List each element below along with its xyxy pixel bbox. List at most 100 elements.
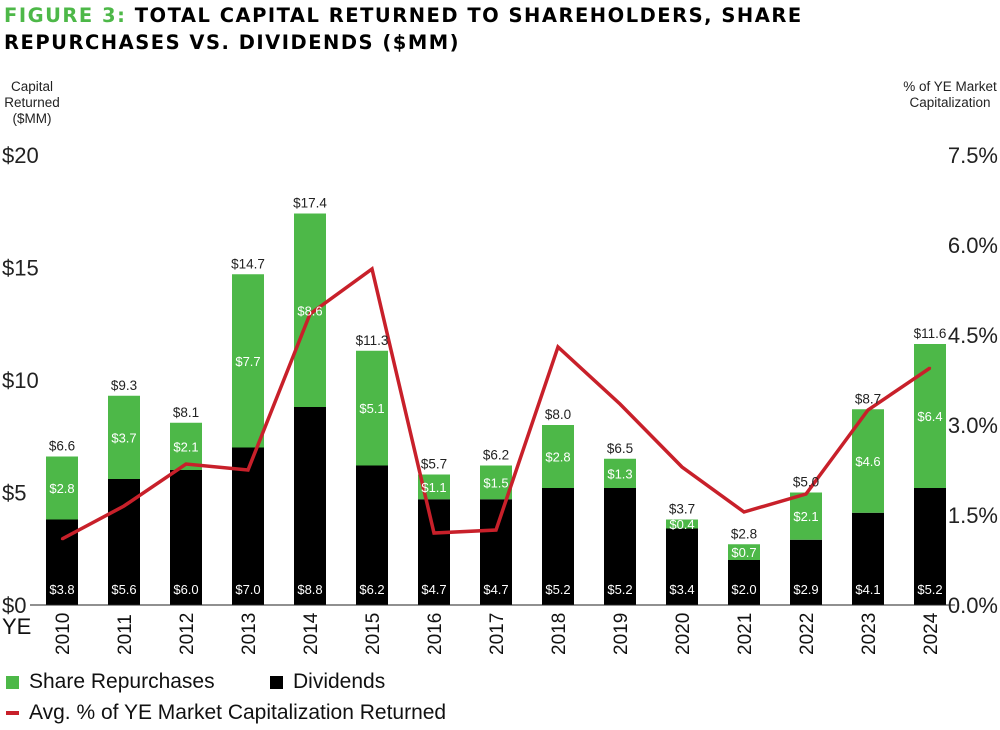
line-point-2019 (618, 402, 622, 406)
x-axis-tick-label: 2011 (115, 614, 136, 655)
bar-dividends-2018 (542, 488, 574, 605)
line-point-2013 (246, 468, 250, 472)
data-label-dividends-2014: $8.8 (297, 582, 322, 597)
data-label-dividends-2010: $3.8 (49, 582, 74, 597)
data-label-share-repurchases-2014: $8.6 (297, 303, 322, 318)
data-label-total-2010: $6.6 (49, 439, 75, 454)
x-axis-tick-label: 2020 (673, 613, 694, 655)
bar-dividends-2012 (170, 470, 202, 605)
title-line-2: REPURCHASES VS. DIVIDENDS ($MM) (4, 31, 461, 54)
line-point-2024 (928, 366, 932, 370)
bar-dividends-2015 (356, 465, 388, 605)
line-point-2015 (370, 267, 374, 271)
legend-label-dividends: Dividends (293, 670, 386, 693)
legend-swatch-dividends (270, 675, 283, 689)
line-point-2011 (122, 504, 126, 508)
line-point-2017 (494, 528, 498, 532)
data-label-share-repurchases-2022: $2.1 (793, 509, 818, 524)
data-label-dividends-2017: $4.7 (483, 582, 508, 597)
legend-swatch-market-cap-line (6, 711, 19, 715)
bar-share-repurchases-2014 (294, 213, 326, 407)
x-axis-tick-label: 2022 (797, 613, 818, 655)
x-axis-tick-label: 2023 (859, 613, 880, 655)
left-axis-tick-label: $15 (2, 256, 39, 281)
line-point-2020 (680, 465, 684, 469)
data-label-share-repurchases-2023: $4.6 (855, 454, 880, 469)
line-point-2022 (804, 492, 808, 496)
bar-share-repurchases-2015 (356, 350, 388, 466)
data-label-share-repurchases-2020: $0.4 (669, 517, 694, 532)
left-axis-tick-label: $0 (2, 593, 26, 618)
bar-share-repurchases-2011 (108, 395, 140, 479)
data-label-share-repurchases-2016: $1.1 (421, 480, 446, 495)
bar-share-repurchases-2019 (604, 458, 636, 488)
data-label-dividends-2022: $2.9 (793, 582, 818, 597)
data-label-share-repurchases-2015: $5.1 (359, 401, 384, 416)
data-label-dividends-2011: $5.6 (111, 582, 136, 597)
line-point-2018 (556, 345, 560, 349)
left-axis-title: Capital Returned ($MM) (4, 79, 60, 126)
x-axis-tick-label: 2015 (363, 613, 384, 655)
bar-dividends-2024 (914, 488, 946, 605)
data-label-total-2015: $11.3 (356, 333, 389, 348)
bar-share-repurchases-2020 (666, 519, 698, 529)
left-axis-tick-label: $20 (2, 143, 39, 168)
data-label-total-2016: $5.7 (421, 457, 447, 472)
title-line-1: TOTAL CAPITAL RETURNED TO SHAREHOLDERS, … (134, 4, 803, 27)
data-label-total-2013: $14.7 (231, 256, 265, 271)
data-label-dividends-2023: $4.1 (855, 582, 880, 597)
bar-share-repurchases-2022 (790, 492, 822, 540)
x-axis-tick-label: 2016 (425, 613, 446, 655)
data-label-total-2011: $9.3 (111, 378, 137, 393)
data-label-dividends-2018: $5.2 (545, 582, 570, 597)
x-axis-tick-label: 2024 (921, 612, 942, 655)
legend-item-share-repurchases: Share Repurchases (6, 670, 215, 694)
bar-dividends-2023 (852, 512, 884, 605)
left-axis-tick-label: $10 (2, 368, 39, 393)
data-label-share-repurchases-2010: $2.8 (49, 481, 74, 496)
data-label-dividends-2021: $2.0 (731, 582, 756, 597)
legend-item-market-cap-line: Avg. % of YE Market Capitalization Retur… (6, 701, 446, 725)
line-point-2023 (866, 408, 870, 412)
data-label-share-repurchases-2013: $7.7 (235, 354, 260, 369)
right-axis-tick-label: 0.0% (948, 593, 998, 618)
line-point-2012 (184, 462, 188, 466)
chart-title: FIGURE 3: TOTAL CAPITAL RETURNED TO SHAR… (4, 2, 803, 56)
left-axis-tick-label: $5 (2, 481, 26, 506)
x-axis-label: YE (2, 614, 31, 639)
figure-number: FIGURE 3: (4, 4, 127, 27)
right-axis-tick-label: 6.0% (948, 233, 998, 258)
data-label-dividends-2019: $5.2 (607, 582, 632, 597)
right-axis-tick-label: 1.5% (948, 503, 998, 528)
line-point-2021 (742, 510, 746, 514)
data-label-total-2014: $17.4 (293, 196, 327, 211)
right-axis-tick-label: 4.5% (948, 323, 998, 348)
data-label-share-repurchases-2018: $2.8 (545, 450, 570, 465)
data-label-share-repurchases-2017: $1.5 (483, 475, 508, 490)
data-label-total-2023: $8.7 (855, 391, 881, 406)
bar-dividends-2016 (418, 499, 450, 605)
right-axis-tick-label: 3.0% (948, 413, 998, 438)
data-label-share-repurchases-2024: $6.4 (917, 409, 942, 424)
x-axis-tick-label: 2013 (239, 613, 260, 655)
bar-dividends-2017 (480, 499, 512, 605)
bar-share-repurchases-2018 (542, 425, 574, 488)
bar-dividends-2020 (666, 528, 698, 605)
bar-share-repurchases-2013 (232, 274, 264, 448)
data-label-total-2019: $6.5 (607, 441, 633, 456)
data-label-dividends-2013: $7.0 (235, 582, 260, 597)
data-label-dividends-2024: $5.2 (917, 582, 942, 597)
x-axis-tick-label: 2021 (735, 613, 756, 655)
data-label-total-2020: $3.7 (669, 502, 695, 517)
x-axis-tick-label: 2012 (177, 613, 198, 655)
right-axis-title: % of YE Market Capitalization (903, 79, 997, 110)
data-label-total-2024: $11.6 (914, 326, 947, 341)
bar-share-repurchases-2012 (170, 422, 202, 470)
x-axis-tick-label: 2014 (301, 612, 322, 655)
legend-label-share-repurchases: Share Repurchases (29, 670, 215, 693)
x-axis-tick-label: 2019 (611, 613, 632, 655)
data-label-total-2022: $5.0 (793, 475, 819, 490)
bar-dividends-2019 (604, 488, 636, 605)
data-label-dividends-2016: $4.7 (421, 582, 446, 597)
